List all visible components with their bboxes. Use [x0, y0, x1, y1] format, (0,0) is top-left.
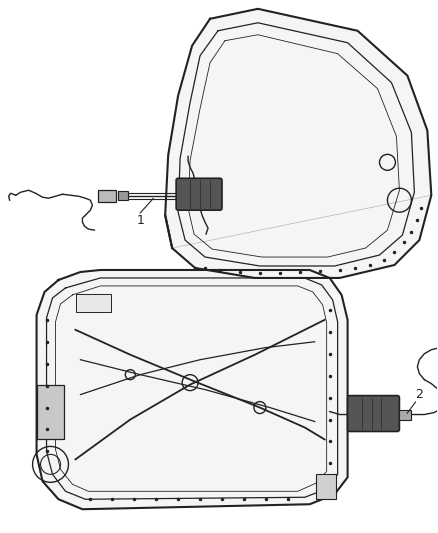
Text: 1: 1	[136, 214, 144, 227]
Text: 2: 2	[415, 388, 423, 401]
FancyBboxPatch shape	[316, 474, 336, 499]
FancyBboxPatch shape	[176, 178, 222, 210]
Polygon shape	[37, 270, 348, 509]
FancyBboxPatch shape	[77, 294, 111, 312]
FancyBboxPatch shape	[399, 409, 411, 419]
FancyBboxPatch shape	[37, 385, 64, 439]
FancyBboxPatch shape	[118, 191, 128, 200]
FancyBboxPatch shape	[348, 395, 399, 432]
FancyBboxPatch shape	[99, 190, 117, 202]
Polygon shape	[165, 9, 431, 278]
